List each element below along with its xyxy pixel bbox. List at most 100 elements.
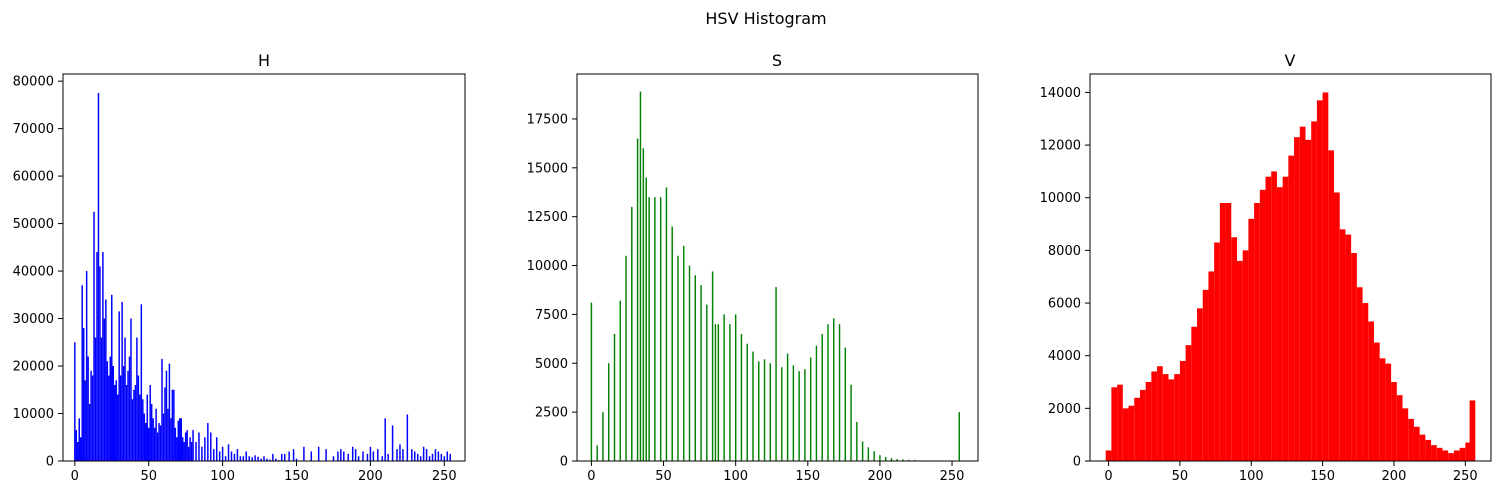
subplot-s-ytick-label: 5000	[535, 357, 568, 372]
subplot-h-bar	[113, 385, 116, 461]
subplot-h-bar	[369, 446, 372, 461]
subplot-v-bar	[1105, 450, 1112, 461]
subplot-h-bar	[215, 437, 218, 461]
subplot-v-bar	[1413, 426, 1420, 461]
subplot-s-bar	[763, 359, 766, 461]
subplot-v-bar	[1385, 363, 1392, 461]
subplot-s-bar	[639, 91, 642, 461]
subplot-s-bar	[688, 265, 691, 461]
subplot-s-bar	[740, 333, 743, 461]
subplot-h-bar	[332, 456, 335, 461]
subplot-h-bar	[351, 446, 354, 461]
subplot-v-bar	[1294, 137, 1300, 461]
subplot-v-title: V	[1285, 51, 1296, 70]
subplot-h-bar	[372, 451, 375, 461]
subplot-h-bar	[362, 451, 364, 461]
subplot-h-bar	[142, 399, 144, 461]
subplot-v-bar	[1334, 192, 1340, 461]
subplot-h-ytick-label: 70000	[13, 122, 54, 137]
subplot-h-bar	[96, 252, 98, 461]
subplot-v-ytick-label: 2000	[1048, 402, 1081, 417]
subplot-s-bar	[792, 365, 795, 461]
subplot-v-bar	[1339, 229, 1346, 461]
subplot-h-bar	[91, 375, 94, 461]
subplot-h-bar	[162, 413, 165, 461]
subplot-s-bars	[590, 91, 960, 462]
subplot-s-bar	[608, 363, 610, 461]
subplot-s-xtick-label: 0	[587, 469, 595, 484]
subplot-s-bar	[758, 361, 760, 461]
subplot-h-bar	[121, 301, 123, 461]
subplot-h-bar	[260, 458, 262, 461]
subplot-v-bar	[1419, 434, 1426, 461]
subplot-s-bar	[642, 148, 645, 461]
subplot-h-bar	[422, 446, 425, 461]
subplot-h-bar	[94, 337, 97, 461]
subplot-h-bar	[337, 451, 339, 461]
subplot-h-bar	[116, 394, 119, 461]
subplot-h-bar	[357, 456, 360, 461]
subplot-v-xtick-label: 50	[1172, 469, 1189, 484]
subplot-h-bar	[128, 356, 131, 461]
subplot-h: H 0 50 100 150 200 250 0 10000 20000 30000 40000 50…	[13, 51, 466, 484]
subplot-v-bar	[1442, 450, 1449, 461]
subplot-h-bar	[190, 442, 193, 461]
subplot-h-bar	[201, 446, 203, 461]
subplot-v-xtick-label: 100	[1239, 469, 1264, 484]
subplot-s-bar	[908, 459, 910, 461]
subplot-h-bar	[396, 449, 398, 461]
subplot-h-bar	[147, 427, 150, 461]
subplot-s-bar	[711, 271, 714, 461]
subplot-s-frame	[576, 73, 979, 462]
subplot-h-bar	[85, 271, 88, 461]
subplot-h-bar	[133, 389, 135, 461]
subplot-s-bar	[619, 300, 621, 461]
subplot-h-bar	[187, 446, 190, 461]
subplot-v-bar	[1208, 271, 1215, 461]
subplot-s-xtick-label: 50	[655, 469, 672, 484]
subplot-h-bar	[81, 285, 83, 461]
subplot-s-bar	[734, 314, 737, 461]
subplot-v-bar	[1408, 418, 1414, 461]
subplot-h-bar	[173, 389, 175, 461]
subplot-h-xtick-label: 250	[432, 469, 457, 484]
subplot-v-bar	[1157, 366, 1163, 461]
subplot-h-bar	[180, 418, 182, 461]
subplot-h-bar	[82, 328, 85, 461]
subplot-h-frame	[62, 73, 466, 462]
subplot-s-ytick-label: 15000	[527, 161, 568, 176]
subplot-h-bar	[93, 211, 95, 461]
subplot-s-ytick-label: 2500	[535, 406, 568, 421]
subplot-h-bar	[181, 437, 184, 461]
subplot-h-bar	[366, 453, 369, 461]
subplot-h-bar	[414, 451, 416, 461]
subplot-v-bar	[1448, 453, 1454, 461]
subplot-h-bar	[283, 453, 286, 461]
subplot-s-bar	[636, 138, 639, 461]
subplot-s-bar	[645, 177, 647, 461]
subplot-v-bar	[1174, 374, 1180, 461]
subplot-h-bar	[254, 455, 256, 461]
subplot-s-bar	[694, 275, 696, 461]
subplot-s-bar	[654, 197, 656, 461]
subplot-v: V 0 50 100 150 200 250 0 2000 4000 6000 8000 10000 1…	[1040, 51, 1492, 484]
subplot-h-bar	[210, 432, 212, 461]
subplot-h-bar	[164, 387, 166, 461]
subplot-h-bar	[281, 453, 283, 461]
subplot-h-bar	[143, 413, 146, 461]
subplot-h-ytick-label: 50000	[13, 217, 54, 232]
subplot-v-bar	[1185, 345, 1192, 461]
subplot-s-ytick-label: 12500	[527, 210, 568, 225]
subplot-s-bar	[700, 285, 702, 461]
subplot-s-bar	[850, 384, 852, 461]
subplot-h-bar	[130, 318, 132, 461]
subplot-h-bar	[218, 451, 221, 461]
subplot-h-bar	[90, 370, 92, 461]
subplot-h-bar	[387, 453, 389, 461]
subplot-h-bar	[440, 453, 443, 461]
subplot-h-bar	[108, 375, 110, 461]
subplot-s-bar	[714, 324, 717, 461]
subplot-v-bar	[1453, 450, 1460, 461]
subplot-h-bar	[140, 304, 143, 461]
subplot-v-bar	[1425, 439, 1432, 461]
